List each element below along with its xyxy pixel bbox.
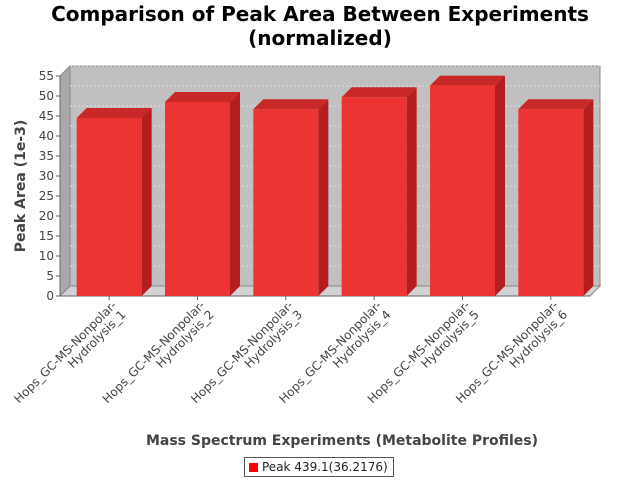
bar-side: [318, 99, 329, 296]
y-tick-label: 55: [39, 69, 54, 83]
y-tick-label: 25: [39, 189, 54, 203]
y-tick-label: 0: [46, 289, 54, 303]
bar: [430, 85, 495, 296]
chart-title-line-2: (normalized): [248, 26, 392, 50]
legend-label: Peak 439.1(36.2176): [262, 460, 388, 474]
y-tick-label: 35: [39, 149, 54, 163]
y-tick-label: 45: [39, 109, 54, 123]
bar-top: [518, 99, 594, 110]
bar-side: [495, 75, 505, 296]
bar: [76, 118, 142, 296]
bar: [518, 109, 584, 296]
chart-title-line-1: Comparison of Peak Area Between Experime…: [51, 2, 589, 26]
chart-title: Comparison of Peak Area Between Experime…: [0, 2, 640, 50]
bar: [165, 102, 230, 296]
y-tick-label: 10: [39, 249, 54, 263]
bar: [253, 109, 319, 296]
bar-side: [141, 108, 152, 296]
y-tick-label: 5: [46, 269, 54, 283]
y-tick-label: 30: [39, 169, 54, 183]
bar-side: [406, 87, 417, 296]
y-tick-label: 20: [39, 209, 54, 223]
bar-top: [341, 87, 417, 98]
y-axis-title: Peak Area (1e-3): [13, 120, 29, 253]
bar-top: [430, 75, 505, 86]
y-tick-label: 40: [39, 129, 54, 143]
legend-swatch: [249, 462, 258, 472]
bar-side: [230, 92, 240, 296]
y-tick-label: 15: [39, 229, 54, 243]
bar-top: [253, 99, 329, 110]
y-tick-label: 50: [39, 89, 54, 103]
bar-side: [583, 99, 594, 296]
plot-side-wall: [59, 64, 71, 298]
legend: Peak 439.1(36.2176): [244, 457, 394, 477]
x-axis-title: Mass Spectrum Experiments (Metabolite Pr…: [146, 433, 538, 449]
bar-top: [165, 92, 240, 102]
bar: [341, 97, 407, 296]
bar-top: [76, 108, 152, 118]
